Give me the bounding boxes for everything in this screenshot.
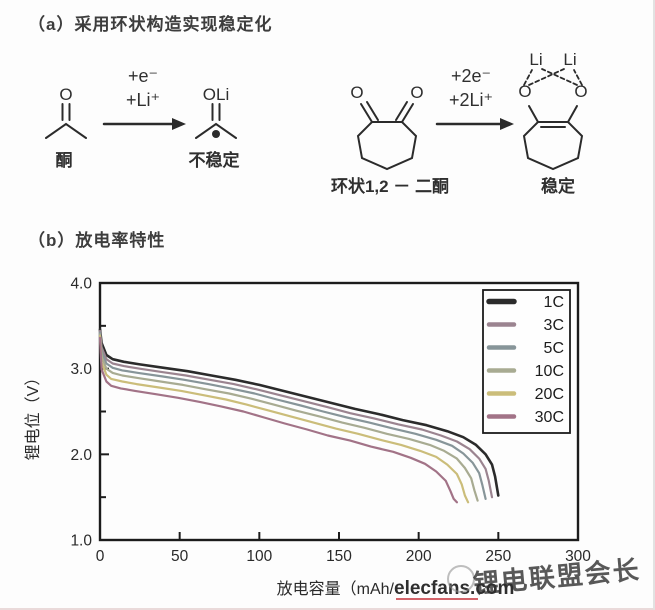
legend-label-1C: 1C <box>544 294 564 311</box>
diketone-oxygen-left: O <box>350 83 363 102</box>
chemistry-diagram: O 酮 +e⁻ +Li⁺ OLi 不稳定 O O 环状1,2 － 二酮 +2e⁻… <box>45 50 588 196</box>
legend-label-3C: 3C <box>544 317 564 334</box>
ketone-structure <box>45 103 87 139</box>
reaction-arrow-2 <box>435 118 514 130</box>
legend-box <box>482 289 571 434</box>
reagent1-lithium: +Li⁺ <box>126 90 160 110</box>
x-tick-label: 100 <box>246 548 272 565</box>
li-left-label: Li <box>529 50 542 69</box>
discharge-rate-chart: 4.0 3.0 2.0 1.00 50 100 150 200 250 300 锂电位（V） 1C 3C… <box>24 276 642 600</box>
x-axis-title: 放电容量（mAh/ <box>277 580 395 598</box>
curve-1C <box>98 328 500 497</box>
cyclic-diketone-structure <box>356 101 418 171</box>
x-tick-label: 0 <box>96 548 105 565</box>
unstable-product-structure <box>195 103 237 139</box>
x-tick-label: 300 <box>565 548 591 565</box>
reagent2-lithium: +2Li⁺ <box>449 90 493 110</box>
y-tick-label: 3.0 <box>70 361 92 378</box>
radical-dot <box>212 130 220 138</box>
li-right-label: Li <box>563 50 576 69</box>
stable-label: 稳定 <box>541 176 575 196</box>
oli-label: OLi <box>203 85 229 104</box>
curve-30C <box>98 336 458 504</box>
diketone-oxygen-right: O <box>410 83 423 102</box>
reagent2-electron: +2e⁻ <box>451 66 491 86</box>
li-o-dashed-bonds <box>523 68 583 86</box>
stable-product-structure <box>522 68 584 171</box>
reaction-arrow-1 <box>102 118 186 130</box>
curve-5C <box>98 331 487 500</box>
cyclic-diketone-label: 环状1,2 － 二酮 <box>331 176 449 196</box>
x-tick-label: 150 <box>326 548 352 565</box>
legend-label-5C: 5C <box>544 340 564 357</box>
stable-oxygen-right: O <box>574 82 587 101</box>
x-tick-label: 200 <box>406 548 432 565</box>
x-tick-label: 250 <box>485 548 511 565</box>
y-axis-title: 锂电位（V） <box>24 370 42 461</box>
y-tick-label: 1.0 <box>70 533 92 550</box>
ketone-oxygen-label: O <box>59 85 72 104</box>
watermark-elecfans: elecfans.com <box>394 578 514 599</box>
curve-10C <box>98 333 479 502</box>
stable-oxygen-left: O <box>518 82 531 101</box>
unstable-label: 不稳定 <box>189 150 240 170</box>
section-b-title: （b）放电率特性 <box>28 231 166 250</box>
reagent1-electron: +e⁻ <box>128 66 158 86</box>
ketone-label: 酮 <box>56 151 73 170</box>
y-tick-label: 2.0 <box>70 447 92 464</box>
section-a-title: （a）采用环状构造实现稳定化 <box>28 15 273 34</box>
curve-20C <box>98 334 470 504</box>
watermark-logo <box>447 565 475 593</box>
y-tick-label: 4.0 <box>70 276 92 293</box>
legend-label-10C: 10C <box>535 363 564 380</box>
curve-3C <box>98 329 494 499</box>
x-tick-label: 50 <box>171 548 189 565</box>
legend-label-20C: 20C <box>535 386 564 403</box>
legend-label-30C: 30C <box>535 409 564 426</box>
